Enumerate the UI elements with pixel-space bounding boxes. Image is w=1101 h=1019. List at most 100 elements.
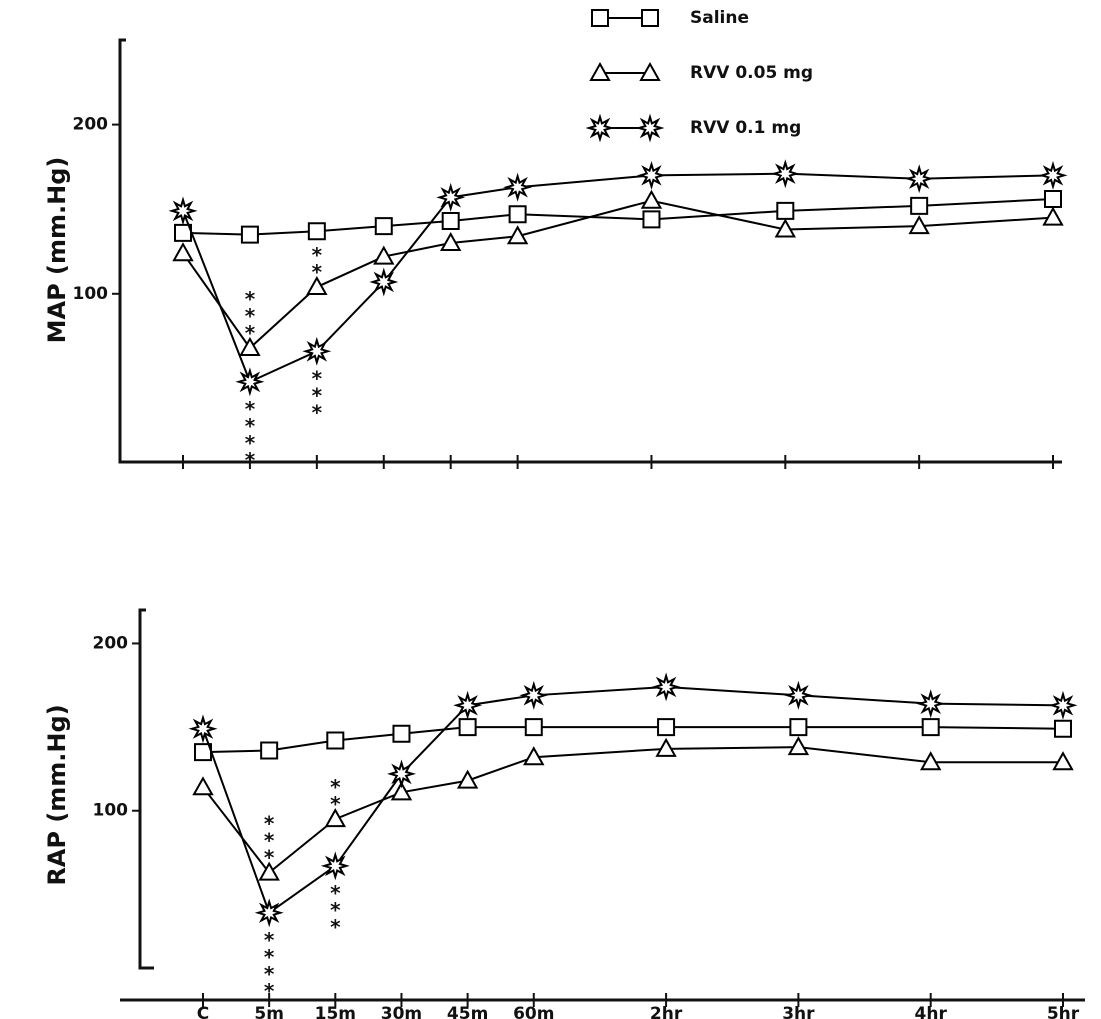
- marker: [192, 776, 214, 796]
- marker: [320, 851, 350, 881]
- marker: [235, 367, 265, 397]
- marker: [637, 161, 666, 190]
- y-axis: [138, 608, 154, 970]
- marker: [642, 210, 661, 229]
- marker: [194, 743, 212, 762]
- marker: [921, 718, 940, 737]
- marker: [188, 714, 218, 744]
- x-tick-label: 15m: [315, 1004, 356, 1019]
- annotation-char: *: [264, 828, 275, 852]
- marker: [774, 218, 797, 238]
- y-axis: [118, 38, 134, 464]
- marker: [374, 217, 393, 236]
- marker: [787, 736, 810, 756]
- marker: [239, 336, 261, 356]
- x-tick-label: 5hr: [1047, 1004, 1080, 1019]
- marker: [523, 746, 545, 766]
- marker: [641, 9, 659, 27]
- marker: [240, 225, 259, 244]
- annotation-char: *: [245, 396, 256, 420]
- marker: [916, 689, 946, 719]
- marker: [172, 242, 194, 262]
- annotation: * * * *: [264, 927, 275, 1002]
- annotation: * * *: [312, 366, 323, 424]
- y-tick-label: 100: [73, 284, 109, 304]
- annotation-char: *: [245, 430, 256, 454]
- marker: [589, 61, 611, 81]
- marker: [373, 245, 395, 265]
- x-tick-label: 4hr: [915, 1004, 948, 1019]
- marker: [770, 159, 800, 189]
- marker: [168, 196, 198, 226]
- marker: [908, 215, 930, 235]
- marker: [302, 336, 332, 366]
- marker: [453, 690, 483, 720]
- annotation: * * * *: [245, 396, 256, 471]
- series-line: [202, 726, 1064, 754]
- x-tick-label: 45m: [447, 1004, 488, 1019]
- marker: [910, 196, 929, 215]
- marker: [326, 731, 345, 750]
- annotation-char: *: [330, 880, 341, 904]
- annotation-char: *: [245, 413, 256, 437]
- y-tick-label: 200: [93, 633, 129, 653]
- marker: [519, 680, 549, 710]
- y-tick-label: 200: [73, 115, 109, 135]
- marker: [657, 718, 676, 737]
- annotation-char: *: [264, 944, 275, 968]
- annotation: * * *: [330, 880, 341, 938]
- series-line: [182, 198, 1054, 236]
- legend-label: RVV 0.1 mg: [690, 118, 801, 138]
- series-line: [182, 172, 1054, 384]
- annotation-char: *: [245, 447, 256, 471]
- y-axis-label: MAP (mm.Hg): [43, 157, 71, 344]
- x-tick-label: 2hr: [650, 1004, 683, 1019]
- marker: [783, 680, 813, 710]
- annotation-char: *: [245, 286, 256, 310]
- annotation-char: *: [245, 303, 256, 327]
- annotation-char: *: [312, 243, 323, 267]
- marker: [258, 861, 280, 881]
- marker: [306, 275, 328, 296]
- marker: [508, 205, 527, 224]
- annotation-char: *: [264, 978, 275, 1002]
- marker: [585, 113, 615, 143]
- annotation: * *: [312, 243, 323, 284]
- annotation-char: *: [312, 260, 323, 284]
- marker: [441, 212, 460, 231]
- marker: [390, 781, 413, 801]
- marker: [789, 718, 808, 737]
- marker: [324, 808, 347, 828]
- y-axis-label: RAP (mm.Hg): [43, 704, 71, 885]
- legend-label: Saline: [690, 8, 749, 28]
- marker: [1054, 719, 1072, 738]
- annotation-char: *: [330, 792, 341, 816]
- annotation-char: *: [312, 383, 323, 407]
- marker: [635, 113, 665, 143]
- series-line: [202, 746, 1063, 875]
- annotation-char: *: [264, 927, 275, 951]
- annotation-char: *: [330, 775, 341, 799]
- y-tick-label: 100: [93, 801, 129, 821]
- marker: [776, 201, 795, 220]
- marker: [919, 751, 942, 771]
- annotation-char: *: [264, 961, 275, 985]
- legend-label: RVV 0.05 mg: [690, 63, 813, 83]
- x-tick-label: 60m: [513, 1004, 554, 1019]
- annotation-char: *: [245, 320, 256, 344]
- marker: [439, 232, 462, 252]
- annotation-char: *: [330, 897, 341, 921]
- x-tick-label: 30m: [381, 1004, 422, 1019]
- marker: [436, 182, 466, 212]
- marker: [503, 172, 533, 202]
- marker: [655, 737, 677, 757]
- series-line: [202, 685, 1064, 915]
- annotation: * *: [330, 775, 341, 816]
- marker: [458, 718, 477, 737]
- marker: [174, 223, 192, 242]
- annotation-char: *: [264, 845, 275, 869]
- annotation-char: *: [330, 914, 341, 938]
- marker: [1042, 206, 1064, 226]
- annotation: * * *: [245, 286, 256, 344]
- marker: [651, 672, 681, 702]
